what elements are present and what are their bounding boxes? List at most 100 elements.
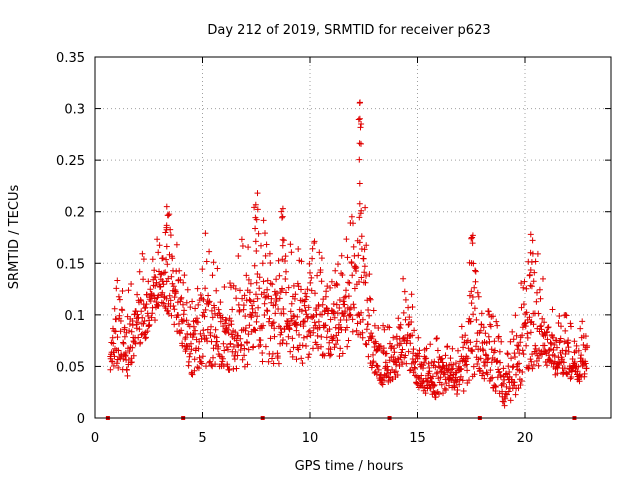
data-point bbox=[154, 236, 161, 243]
data-point bbox=[300, 334, 307, 341]
data-point bbox=[279, 213, 286, 220]
data-point bbox=[515, 385, 522, 392]
data-point bbox=[250, 343, 257, 350]
data-point bbox=[462, 332, 469, 339]
data-point bbox=[501, 402, 508, 409]
data-point bbox=[311, 238, 318, 245]
data-point bbox=[365, 307, 372, 313]
data-point bbox=[295, 283, 302, 290]
data-point bbox=[156, 242, 163, 249]
data-point bbox=[366, 312, 373, 319]
data-point bbox=[505, 388, 512, 395]
data-point bbox=[400, 275, 407, 282]
data-point bbox=[111, 305, 118, 312]
data-point bbox=[152, 274, 159, 281]
data-point bbox=[137, 339, 144, 346]
data-point bbox=[555, 320, 562, 326]
data-point bbox=[209, 272, 216, 279]
data-point bbox=[260, 322, 267, 329]
data-point bbox=[356, 115, 363, 122]
data-point bbox=[230, 282, 237, 289]
data-point bbox=[259, 260, 266, 267]
data-point bbox=[405, 304, 412, 311]
data-point bbox=[414, 350, 421, 357]
data-point bbox=[247, 280, 254, 287]
data-point bbox=[267, 260, 274, 266]
data-point bbox=[139, 314, 146, 321]
data-point bbox=[182, 334, 189, 341]
data-point bbox=[163, 295, 170, 302]
data-point bbox=[205, 299, 212, 306]
data-point bbox=[237, 287, 243, 294]
data-point bbox=[528, 358, 535, 365]
data-point bbox=[201, 313, 208, 320]
data-point bbox=[327, 284, 334, 291]
data-point bbox=[242, 325, 249, 331]
data-point bbox=[282, 276, 289, 282]
data-point bbox=[263, 307, 270, 314]
data-point bbox=[496, 348, 503, 355]
data-point bbox=[410, 346, 417, 353]
data-point bbox=[225, 330, 232, 337]
data-point bbox=[318, 278, 325, 285]
data-point bbox=[526, 362, 532, 369]
data-point bbox=[334, 282, 341, 288]
data-point bbox=[535, 362, 542, 369]
data-point bbox=[293, 327, 300, 334]
data-point bbox=[509, 364, 516, 371]
data-point bbox=[188, 346, 195, 353]
data-point bbox=[145, 278, 152, 285]
data-point bbox=[479, 346, 486, 353]
data-point bbox=[276, 295, 283, 302]
data-point bbox=[293, 319, 299, 326]
data-point bbox=[302, 290, 309, 297]
data-point bbox=[187, 350, 194, 357]
data-point bbox=[504, 350, 511, 357]
data-point bbox=[469, 348, 476, 355]
data-point bbox=[162, 229, 169, 236]
data-point bbox=[491, 338, 498, 345]
data-point bbox=[205, 292, 212, 299]
data-point bbox=[350, 220, 356, 227]
data-point bbox=[358, 140, 364, 147]
data-point bbox=[539, 351, 546, 358]
y-tick-label: 0.05 bbox=[56, 360, 85, 375]
data-point bbox=[494, 322, 501, 329]
data-point bbox=[467, 318, 474, 325]
data-point bbox=[322, 322, 329, 329]
data-point bbox=[465, 345, 472, 352]
data-point bbox=[363, 326, 370, 333]
scatter-points bbox=[107, 99, 591, 409]
data-point bbox=[274, 353, 281, 360]
data-point bbox=[271, 333, 278, 340]
data-point bbox=[437, 374, 444, 381]
data-point bbox=[195, 319, 201, 326]
data-point bbox=[287, 241, 294, 248]
data-point bbox=[539, 315, 546, 322]
data-point bbox=[190, 330, 197, 337]
data-point bbox=[481, 375, 488, 382]
data-point bbox=[148, 314, 155, 321]
data-point bbox=[510, 336, 517, 343]
y-tick-label: 0.2 bbox=[64, 206, 85, 221]
data-point bbox=[167, 232, 174, 239]
data-point bbox=[573, 342, 580, 349]
x-tick-label: 10 bbox=[302, 431, 319, 446]
data-point bbox=[449, 345, 456, 352]
data-point bbox=[294, 313, 301, 320]
data-point bbox=[347, 312, 354, 319]
data-point bbox=[151, 295, 158, 302]
data-point bbox=[444, 343, 451, 350]
data-point bbox=[357, 124, 364, 131]
data-point bbox=[563, 370, 570, 377]
data-point bbox=[263, 241, 270, 248]
axis-ticks: 0 0.05 0.1 0.15 0.2 0.25 0.3 0.35 0 5 10 15 20 bbox=[56, 51, 611, 446]
data-point bbox=[547, 339, 554, 346]
data-point bbox=[381, 326, 388, 333]
data-point bbox=[409, 332, 416, 339]
data-point bbox=[194, 364, 201, 371]
data-point bbox=[239, 295, 246, 302]
data-point bbox=[275, 257, 282, 264]
data-point bbox=[474, 289, 481, 296]
data-point bbox=[311, 319, 318, 326]
